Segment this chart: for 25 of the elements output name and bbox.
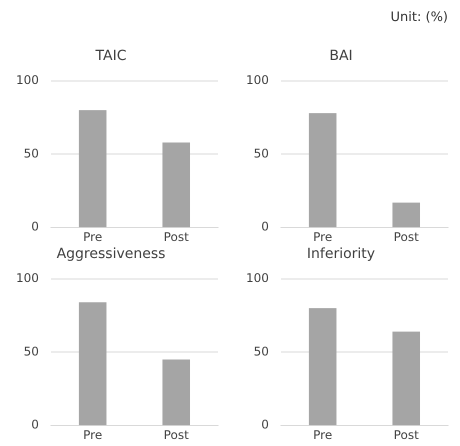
y-tick-label: 0	[31, 220, 39, 234]
chart-title: BAI	[329, 48, 353, 64]
x-tick-label: Post	[394, 230, 420, 244]
chart-title: TAIC	[94, 48, 127, 64]
y-tick-label: 50	[254, 344, 269, 358]
y-tick-label: 50	[24, 146, 39, 160]
text: Unit: (%)	[390, 10, 448, 25]
x-tick-label: Pre	[83, 428, 102, 442]
y-tick-label: 50	[254, 146, 269, 160]
x-tick-label: Pre	[313, 428, 332, 442]
x-tick-label: Pre	[313, 230, 332, 244]
y-tick-label: 100	[16, 270, 39, 285]
y-tick-label: 50	[24, 344, 39, 358]
y-tick-label: 100	[246, 270, 269, 285]
y-tick-label: 0	[261, 220, 269, 234]
y-tick-label: 0	[31, 418, 39, 432]
x-tick-label: Post	[164, 428, 190, 442]
x-tick-label: Post	[164, 230, 190, 244]
x-tick-label: Post	[394, 428, 420, 442]
chart-title: Aggressiveness	[56, 246, 166, 262]
y-tick-label: 100	[246, 72, 269, 87]
x-tick-label: Pre	[83, 230, 102, 244]
chart-title: Inferiority	[306, 246, 376, 262]
y-tick-label: 100	[16, 72, 39, 87]
y-tick-label: 0	[261, 418, 269, 432]
